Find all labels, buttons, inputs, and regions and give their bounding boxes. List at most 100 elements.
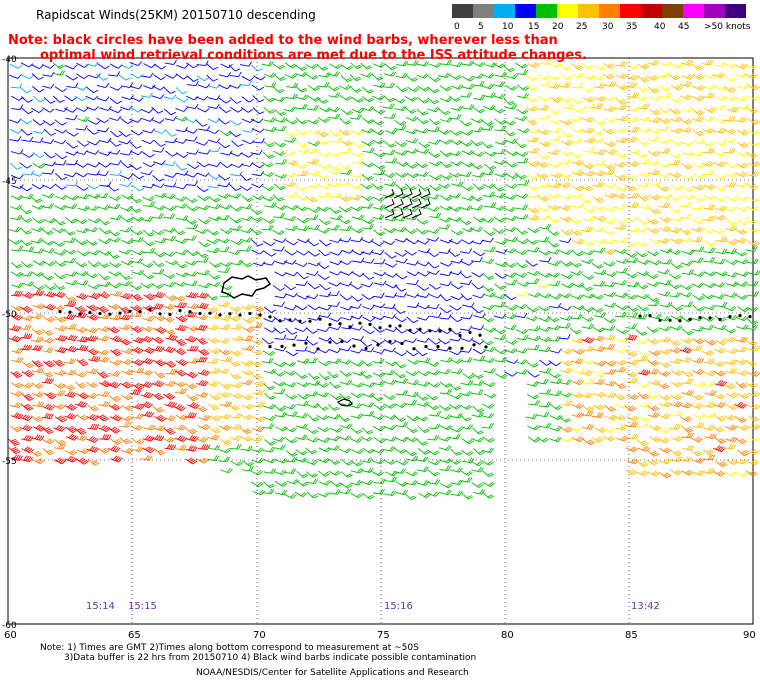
wind-barb [351,361,364,367]
wind-barb [625,74,639,81]
wind-barb [54,128,67,134]
wind-barb [604,302,617,308]
wind-barb [43,303,57,311]
contamination-dot [412,347,416,351]
wind-barb [21,370,35,378]
contamination-dot [428,329,432,333]
wind-barb [316,414,329,420]
wind-barb [108,195,122,201]
wind-barb [692,184,706,191]
wind-barb [581,116,595,123]
longitude-tick-label: 80 [501,630,514,641]
wind-barb [669,423,681,430]
wind-barb [626,458,639,465]
wind-barb [131,172,144,180]
wind-barb [218,413,232,420]
contamination-dot [288,318,292,322]
wind-barb [240,435,253,442]
wind-barb [76,73,89,79]
wind-barb [240,360,254,367]
wind-barb [295,250,309,256]
wind-barb [549,436,562,443]
wind-barb [746,459,760,466]
wind-barb [250,118,264,124]
wind-barb [471,389,484,395]
wind-barb [97,204,111,211]
wind-barb [21,291,35,299]
wind-barb [186,80,199,87]
wind-barb [22,246,35,253]
wind-barb [31,415,44,422]
wind-barb [350,348,363,354]
wind-barb [20,62,34,68]
wind-barb [701,293,715,300]
wind-barb [406,391,419,398]
wind-barb [20,305,33,313]
wind-barb [328,325,342,331]
wind-barb [415,228,429,235]
wind-barb [31,248,44,254]
wind-barb [660,301,673,308]
wind-barb [318,360,331,367]
wind-barb [691,116,705,123]
wind-barb [164,172,177,178]
wind-barb [263,106,276,114]
wind-barb [96,171,109,177]
wind-barb [372,303,386,309]
wind-barb [285,292,298,298]
wind-barb [538,272,552,278]
wind-barb [536,283,549,289]
wind-barb [547,260,561,267]
wind-barb [372,448,385,454]
wind-barb [383,303,396,309]
wind-barb [184,218,198,225]
wind-barb [734,458,748,465]
wind-barb [349,184,362,190]
wind-barb [151,392,165,401]
wind-barb [274,346,287,352]
wind-barb [438,183,451,189]
wind-barb [492,107,505,114]
wind-barb [670,116,683,123]
wind-barb [307,372,320,380]
contamination-dot [424,344,428,349]
wind-barb [416,328,429,334]
wind-barb [316,392,330,398]
wind-barb [371,470,384,477]
wind-barb [207,103,220,109]
wind-barb [10,313,23,321]
wind-barb [395,72,408,79]
wind-barb [318,72,331,78]
wind-barb [658,394,672,401]
wind-barb [251,447,264,453]
wind-barb [537,95,551,102]
wind-barb [88,355,101,363]
scale-label: 35 [626,22,638,32]
wind-barb [76,193,90,200]
wind-barb [349,403,363,409]
wind-barb [96,414,109,422]
wind-barb [317,492,330,498]
wind-barb [372,196,386,202]
wind-barb [151,229,165,236]
wind-barb [338,129,351,136]
wind-barb [174,369,187,377]
wind-barb [417,370,431,377]
wind-barb [748,270,760,276]
heard-island [336,398,353,407]
wind-barb [219,285,233,291]
wind-barb [119,306,132,314]
wind-barb [636,460,649,468]
wind-barb [615,72,629,79]
wind-barb [230,460,243,466]
wind-barb [549,119,562,125]
wind-barb [449,394,463,400]
wind-barb [736,369,749,376]
wind-barb [229,306,242,313]
wind-barb [549,348,562,354]
wind-barb [53,291,66,299]
wind-barb [515,291,528,297]
wind-barb [75,162,88,168]
wind-barb [736,162,749,169]
wind-barb [382,369,395,376]
